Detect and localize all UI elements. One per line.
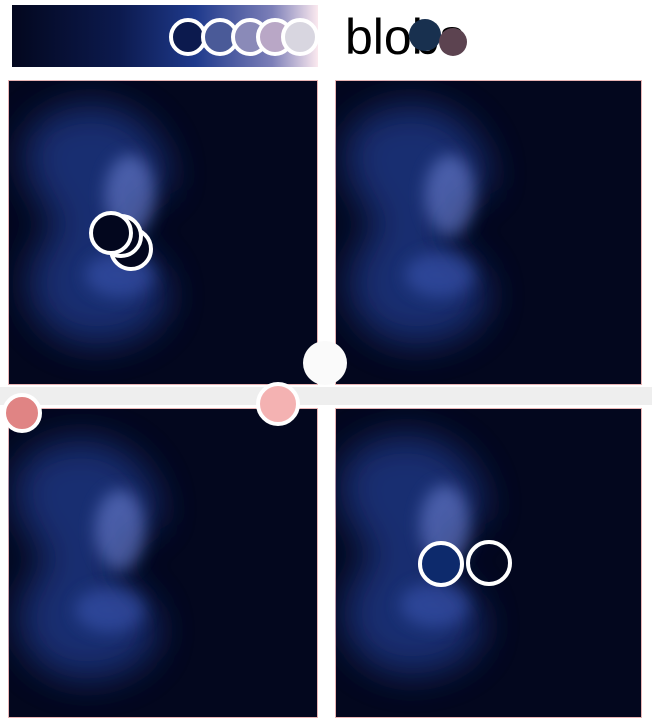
overlay-circles (2, 18, 512, 587)
panel (335, 80, 642, 385)
panel (8, 80, 318, 385)
panel (335, 408, 642, 718)
panel (8, 408, 318, 718)
separator (0, 387, 652, 405)
